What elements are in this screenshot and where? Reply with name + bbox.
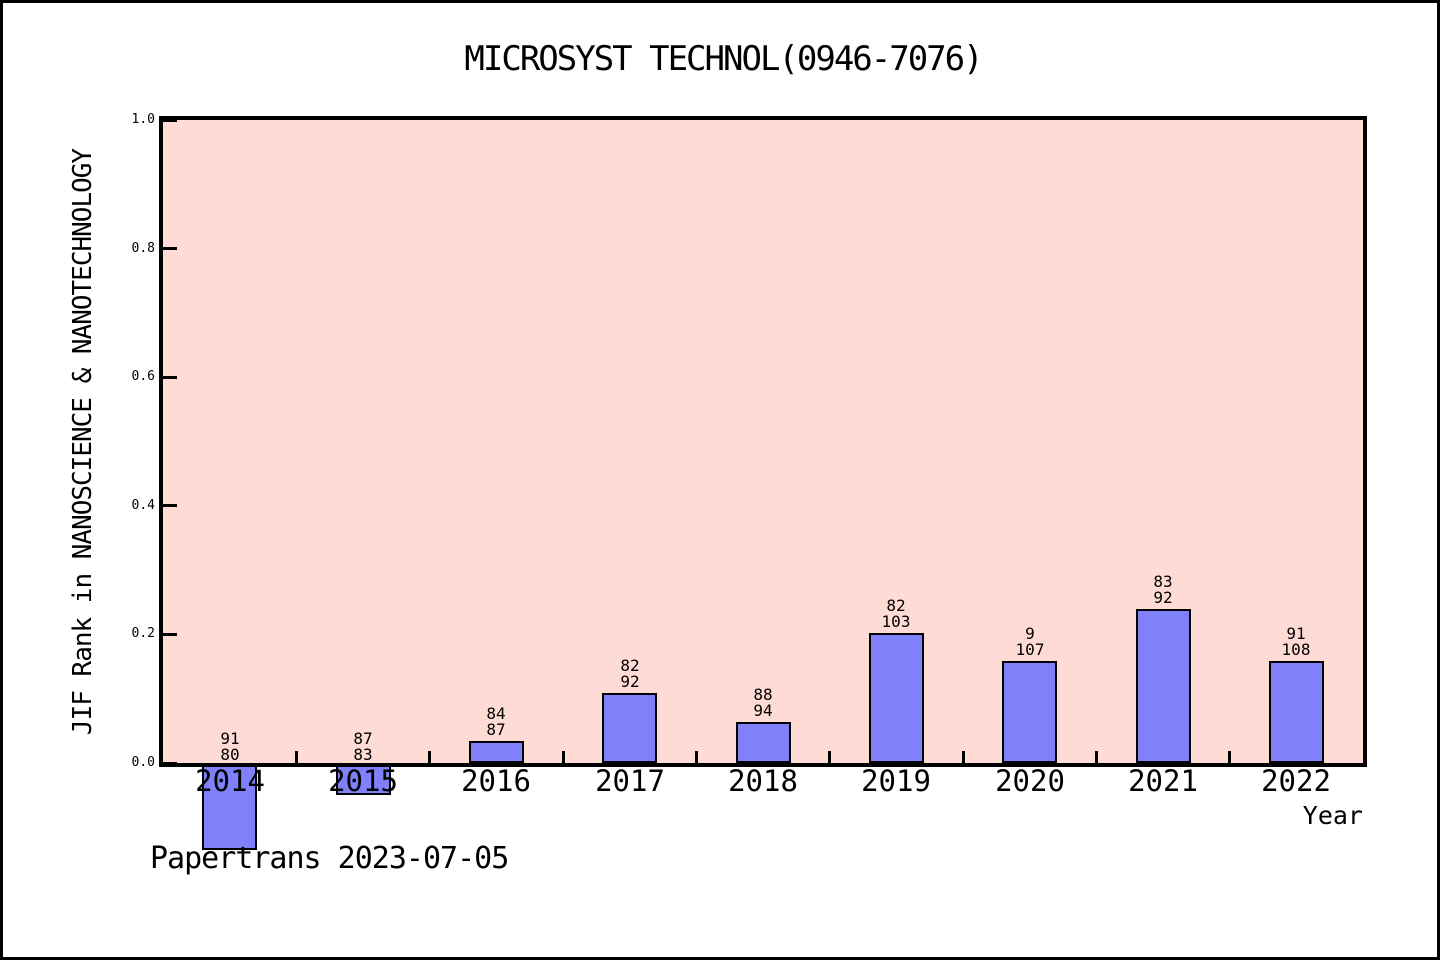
y-tick-label: 0.6 [131,369,155,385]
x-tick-label-2021: 2021 [1128,764,1198,798]
y-tick-label: 1.0 [131,112,155,127]
watermark-text: Papertrans 2023-07-05 [150,841,509,876]
plot-background [163,120,1363,763]
x-tick-label-2018: 2018 [728,764,798,798]
y-tick-label: 0.2 [131,626,155,642]
y-axis-label: JIF Rank in NANOSCIENCE & NANOTECHNOLOGY [68,148,98,736]
bar-2014 [202,763,257,850]
x-tick-label-2016: 2016 [461,764,531,798]
bar-2015 [336,763,391,795]
x-tick-label-2015: 2015 [328,764,398,798]
x-tick-label-2022: 2022 [1261,764,1331,798]
chart-title: MICROSYST TECHNOL(0946-7076) [464,39,983,79]
y-tick-label: 0.0 [131,755,155,770]
x-tick-label-2014: 2014 [195,764,265,798]
y-tick-label: 0.8 [131,240,155,256]
y-tick-label: 0.4 [131,497,155,513]
x-tick-label-2019: 2019 [861,764,931,798]
x-tick-label-2017: 2017 [595,764,665,798]
x-axis-label: Year [1302,801,1363,830]
x-tick-label-2020: 2020 [995,764,1065,798]
